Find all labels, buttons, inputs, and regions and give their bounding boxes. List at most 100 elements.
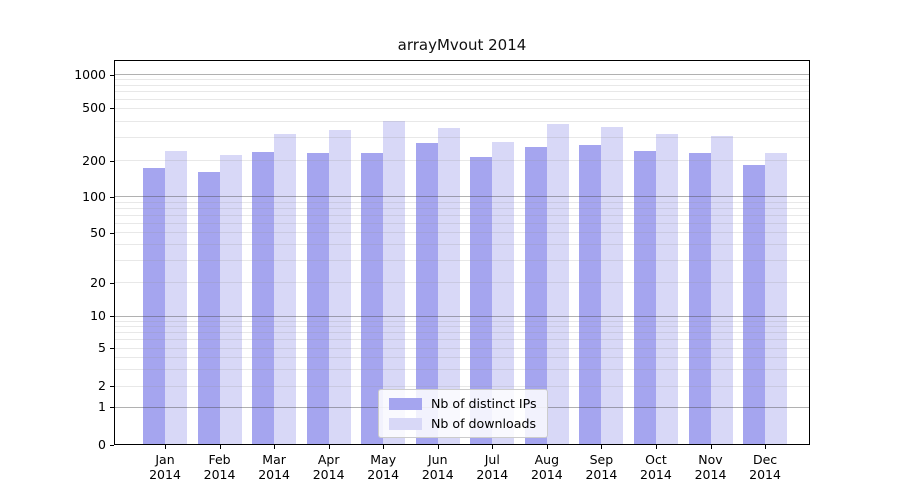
x-tick [765, 445, 767, 449]
gridline-minor [114, 282, 810, 284]
bar-distinct-ips [306, 152, 329, 445]
x-label-month: Sep [589, 452, 614, 467]
legend-label-downloads: Nb of downloads [431, 416, 537, 431]
legend-label-distinct-ips: Nb of distinct IPs [431, 396, 537, 411]
x-label-year: 2014 [149, 467, 181, 482]
bar-downloads [710, 135, 733, 445]
y-tick [110, 196, 114, 198]
bar-downloads [546, 124, 569, 445]
bar-distinct-ips [197, 171, 220, 445]
gridline-minor [114, 84, 810, 86]
x-label-month: Jul [484, 452, 500, 467]
x-tick-label: Dec 2014 [733, 452, 797, 482]
x-label-month: Dec [752, 452, 778, 467]
x-tick [219, 445, 221, 449]
y-tick-label: 200 [82, 152, 106, 168]
bar-distinct-ips [743, 165, 766, 445]
x-label-year: 2014 [640, 467, 672, 482]
gridline-minor [114, 356, 810, 358]
gridline-minor [114, 91, 810, 93]
gridline-minor [114, 160, 810, 162]
x-label-month: Nov [698, 452, 723, 467]
y-tick [110, 445, 114, 446]
x-label-year: 2014 [585, 467, 618, 482]
chart-legend: Nb of distinct IPs Nb of downloads [378, 389, 548, 438]
gridline-major [114, 315, 810, 317]
legend-swatch-distinct-ips [389, 397, 422, 410]
x-tick [274, 445, 276, 449]
legend-swatch-downloads [389, 417, 422, 430]
bar-downloads [655, 133, 678, 445]
x-label-month: Apr [317, 452, 340, 467]
gridline-minor [114, 98, 810, 100]
y-tick [110, 108, 114, 110]
gridline-minor [114, 232, 810, 234]
x-label-month: May [370, 452, 397, 467]
x-label-month: Oct [645, 452, 667, 467]
x-label-year: 2014 [530, 467, 563, 482]
y-tick-label: 1000 [74, 66, 106, 82]
legend-item-distinct-ips: Nb of distinct IPs [389, 396, 537, 411]
gridline-minor [114, 260, 810, 262]
y-tick-label: 500 [82, 100, 106, 116]
x-label-month: Feb [208, 452, 231, 467]
x-tick-label: Jan 2014 [133, 452, 197, 482]
gridline-major [114, 196, 810, 198]
x-tick-label: Feb 2014 [188, 452, 252, 482]
x-tick [601, 445, 603, 449]
gridline-minor [114, 201, 810, 203]
y-tick-label: 100 [82, 188, 106, 204]
x-label-year: 2014 [203, 467, 236, 482]
plot-area [114, 60, 810, 445]
bar-distinct-ips [579, 145, 602, 445]
bar-distinct-ips [143, 168, 165, 445]
y-tick [110, 74, 114, 76]
x-tick-label: Aug 2014 [515, 452, 579, 482]
x-tick [655, 445, 657, 449]
x-label-year: 2014 [749, 467, 781, 482]
y-tick-label: 10 [90, 308, 106, 324]
x-tick [383, 445, 385, 449]
y-tick [110, 386, 114, 388]
bar-downloads [492, 141, 515, 445]
x-tick-label: Nov 2014 [679, 452, 743, 482]
x-tick-label: Mar 2014 [242, 452, 306, 482]
gridline-minor [114, 347, 810, 349]
bar-distinct-ips [524, 146, 547, 445]
x-tick-label: May 2014 [351, 452, 415, 482]
x-label-month: Jun [427, 452, 448, 467]
gridline-minor [114, 385, 810, 387]
y-tick-label: 50 [90, 224, 106, 240]
legend-item-downloads: Nb of downloads [389, 416, 537, 431]
x-label-month: Aug [534, 452, 560, 467]
y-tick-label: 5 [98, 340, 106, 356]
bar-downloads [765, 153, 788, 445]
x-tick-label: Oct 2014 [624, 452, 688, 482]
x-tick-label: Jun 2014 [406, 452, 470, 482]
x-label-month: Mar [262, 452, 286, 467]
y-tick-label: 0 [98, 437, 106, 452]
y-tick [110, 316, 114, 318]
gridline-minor [114, 320, 810, 322]
gridline-minor [114, 79, 810, 81]
x-tick-label: Apr 2014 [297, 452, 361, 482]
gridline-minor [114, 326, 810, 328]
bar-distinct-ips [688, 152, 711, 445]
x-label-year: 2014 [694, 467, 727, 482]
y-tick [110, 282, 114, 284]
bar-downloads [328, 129, 351, 445]
bar-downloads [274, 133, 297, 445]
gridline-minor [114, 120, 810, 122]
gridline-minor [114, 368, 810, 370]
y-tick-label: 1 [98, 399, 106, 415]
x-label-year: 2014 [421, 467, 454, 482]
gridline-minor [114, 137, 810, 139]
x-tick [328, 445, 330, 449]
bar-downloads [437, 128, 460, 445]
bar-distinct-ips [361, 153, 384, 445]
chart-title: arrayMvout 2014 [397, 36, 527, 54]
y-tick [110, 232, 114, 234]
x-tick [165, 445, 166, 449]
x-tick [710, 445, 712, 449]
x-tick [546, 445, 548, 449]
